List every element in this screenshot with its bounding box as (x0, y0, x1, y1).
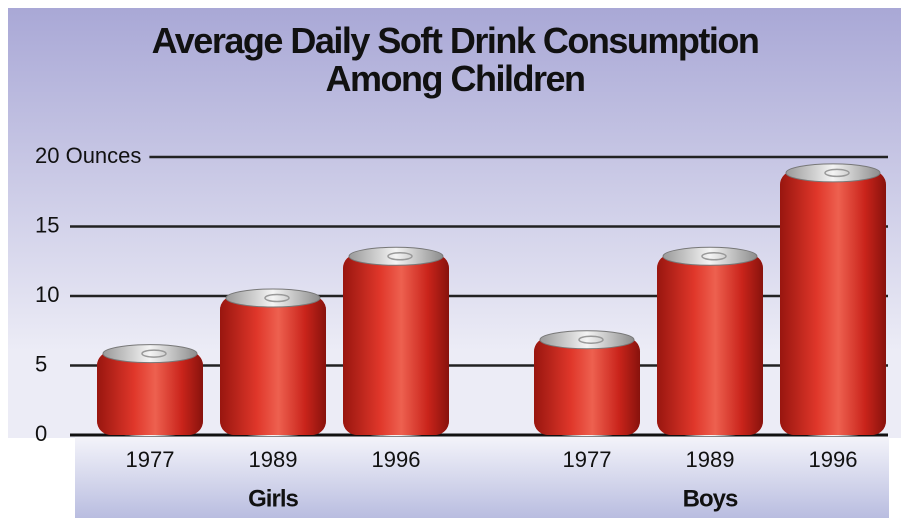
can-top (663, 247, 757, 265)
can-shade (780, 171, 886, 435)
can-shade (220, 296, 326, 435)
x-tick-label: 1996 (809, 447, 858, 472)
axis-band (75, 436, 889, 518)
can (343, 247, 449, 436)
can (534, 331, 640, 436)
can (657, 247, 763, 436)
y-tick-label: 5 (35, 351, 47, 376)
x-tick-label: 1996 (372, 447, 421, 472)
can (780, 164, 886, 436)
y-tick-label: 10 (35, 282, 59, 307)
x-tick-label: 1977 (126, 447, 175, 472)
can-shade (97, 352, 203, 435)
can-top (226, 289, 320, 307)
x-tick-label: 1989 (686, 447, 735, 472)
chart-title: Average Daily Soft Drink Consumption Amo… (90, 22, 820, 98)
x-tick-label: 1977 (563, 447, 612, 472)
can (97, 345, 203, 436)
can-top (786, 164, 880, 182)
y-tick-label: 15 (35, 212, 59, 237)
can-shade (657, 254, 763, 435)
can-shade (534, 338, 640, 435)
can (220, 289, 326, 436)
x-tick-label: 1989 (249, 447, 298, 472)
can-top (103, 345, 197, 363)
y-tick-label: 20 Ounces (35, 143, 141, 168)
group-label: Boys (683, 485, 738, 512)
can-top (349, 247, 443, 265)
page: 0 5 10 15 20 Ounces 1977 1989 1996 Girls 1977 198… (0, 0, 909, 518)
y-tick-label: 0 (35, 421, 47, 446)
group-label: Girls (248, 485, 298, 512)
can-top (540, 331, 634, 349)
can-shade (343, 254, 449, 435)
